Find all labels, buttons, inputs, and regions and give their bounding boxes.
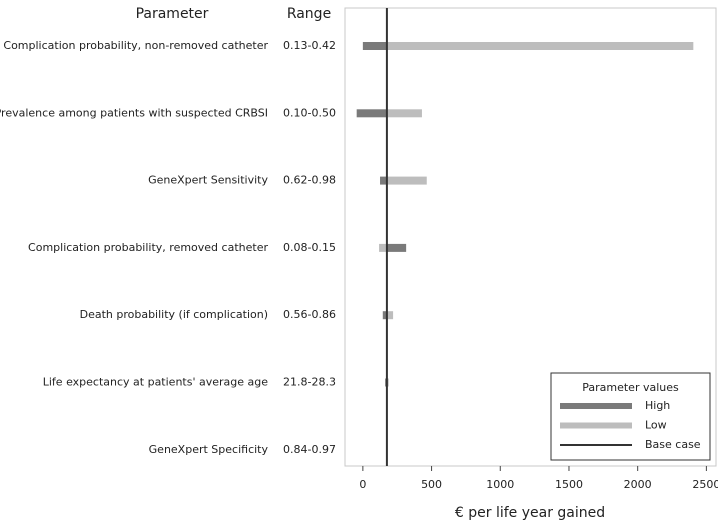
bar [356,109,387,118]
bar [386,243,407,252]
x-tick-label: 0 [359,478,366,491]
x-tick-label: 2500 [692,478,718,491]
bar [386,109,422,118]
range-header: Range [287,6,331,22]
bar [386,311,394,320]
bar [386,176,427,185]
range-label: 0.13-0.42 [283,39,336,52]
x-tick-label: 1000 [486,478,514,491]
x-tick-label: 2000 [624,478,652,491]
x-axis-label: € per life year gained [455,505,605,521]
legend-label: Low [645,419,667,432]
parameter-label: GeneXpert Specificity [149,443,269,456]
parameter-label: Life expectancy at patients' average age [43,376,268,389]
bar [386,42,694,50]
range-label: 0.08-0.15 [283,241,336,254]
parameter-label: Complication probability, non-removed ca… [3,39,268,52]
parameter-label: GeneXpert Sensitivity [148,174,268,187]
parameter-header: Parameter [136,6,209,22]
range-label: 0.10-0.50 [283,106,336,119]
parameter-label: Complication probability, removed cathet… [28,241,268,254]
range-label: 21.8-28.3 [283,376,336,389]
x-tick-label: 500 [421,478,442,491]
bar [380,176,387,185]
parameter-label: Prevalence among patients with suspected… [0,106,268,119]
range-label: 0.84-0.97 [283,443,336,456]
range-label: 0.62-0.98 [283,174,336,187]
bar [379,243,387,252]
bar [362,42,387,50]
legend-label: High [645,399,670,412]
x-tick-label: 1500 [555,478,583,491]
bar [382,311,387,320]
legend-label: Base case [645,438,701,451]
parameter-label: Death probability (if complication) [80,308,268,321]
range-label: 0.56-0.86 [283,308,336,321]
legend-title: Parameter values [582,381,679,394]
